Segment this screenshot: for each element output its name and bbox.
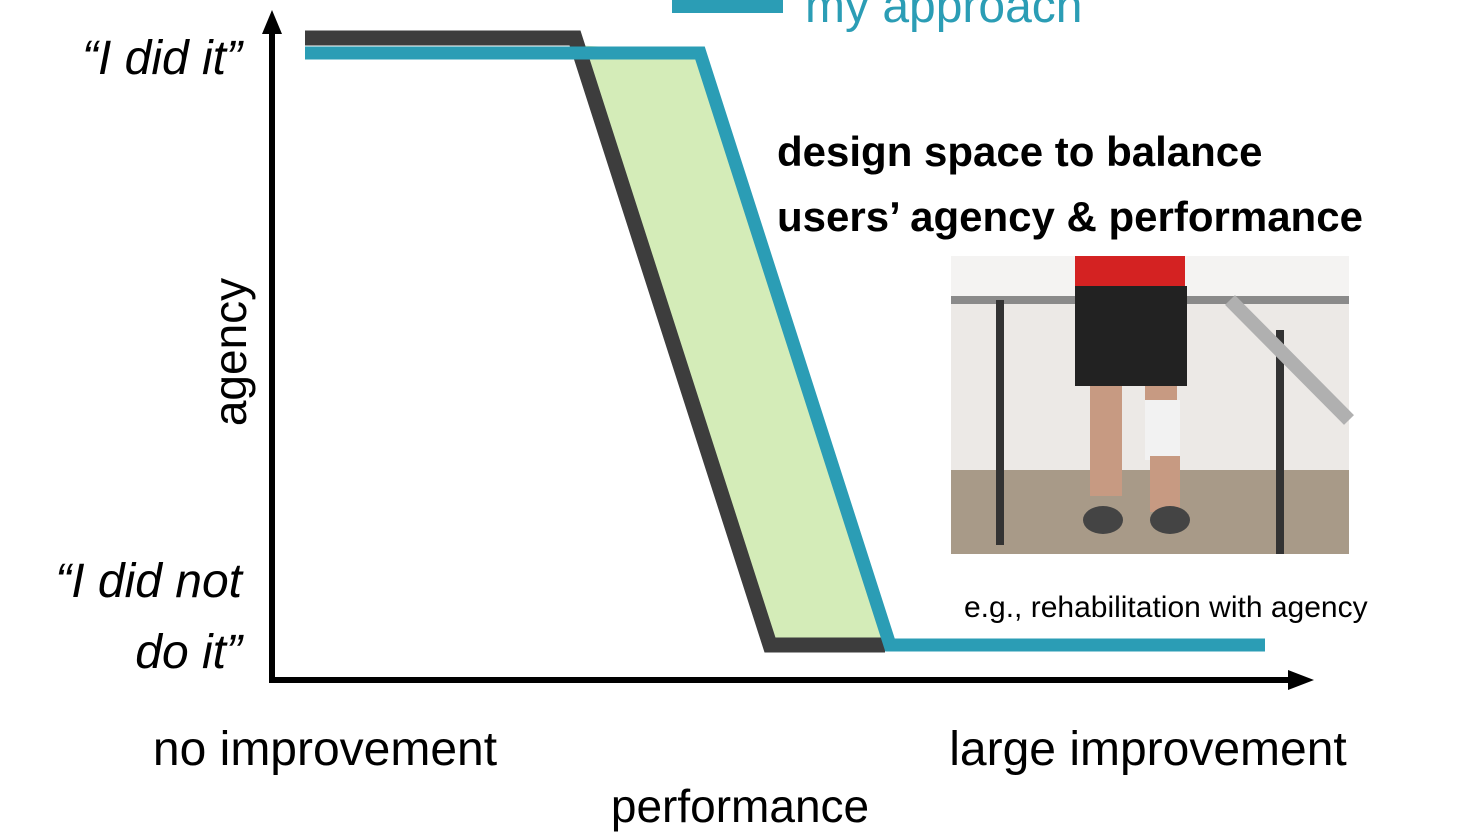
photo-caption: e.g., rehabilitation with agency [964, 591, 1368, 624]
photo [951, 256, 1354, 554]
y-top-label: “I did it” [82, 32, 244, 85]
x-arrow [1288, 670, 1314, 690]
y-arrow [262, 10, 282, 34]
y-bottom-label: do it” [135, 626, 244, 679]
annotation-line: design space to balance [777, 128, 1263, 175]
x-right-label: large improvement [949, 723, 1347, 776]
x-left-label: no improvement [153, 723, 497, 776]
approach-curve [305, 46, 1265, 652]
legend-swatch [672, 0, 783, 13]
y-axis-title: agency [204, 278, 256, 426]
x-axis-title: performance [611, 780, 869, 832]
legend-label: my approach [805, 0, 1082, 33]
design-space [575, 45, 890, 645]
annotation-line: users’ agency & performance [777, 193, 1363, 240]
y-bottom-label: “I did not [55, 555, 243, 608]
baseline-curve [305, 30, 885, 653]
